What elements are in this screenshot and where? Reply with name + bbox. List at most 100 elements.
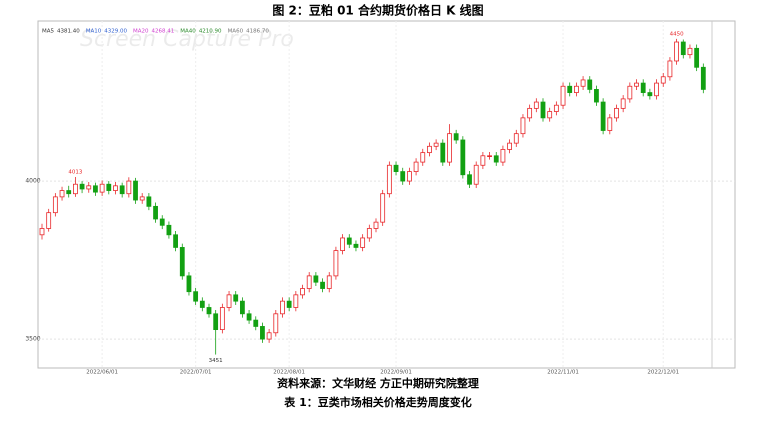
candle-body <box>440 142 446 163</box>
candle-body <box>634 82 639 87</box>
candle-body <box>380 193 386 223</box>
candle-body <box>66 190 72 195</box>
indicator-name: MA40 <box>180 29 196 35</box>
candle-body <box>93 185 98 193</box>
candle-body <box>660 76 666 84</box>
x-tick-label: 2022/07/01 <box>180 370 212 376</box>
candle-body <box>113 185 118 191</box>
candle-body <box>427 145 432 154</box>
x-tick-label: 2022/08/01 <box>273 370 305 376</box>
candle-body <box>193 291 199 302</box>
candle-body <box>680 41 686 56</box>
candle-body <box>139 196 145 201</box>
chart-frame <box>37 20 736 369</box>
candle-body <box>447 133 452 163</box>
candle-body <box>73 183 78 195</box>
candle-body <box>627 85 633 100</box>
candle-body <box>620 98 626 109</box>
price-annotation: 4013 <box>68 169 82 175</box>
y-tick-label: 4000 <box>25 178 40 185</box>
x-tick-label: 2022/12/01 <box>647 370 679 376</box>
candle-body <box>687 47 693 56</box>
candle-body <box>119 185 125 195</box>
candle-body <box>467 174 472 185</box>
candle-body <box>46 212 52 229</box>
candle-body <box>346 237 352 245</box>
candle-body <box>487 155 492 157</box>
candle-body <box>393 164 399 172</box>
indicator-name: MA5 <box>42 29 55 35</box>
candle-body <box>700 66 706 90</box>
indicator-name: MA10 <box>86 29 102 35</box>
candle-body <box>674 41 679 62</box>
price-annotation: 4450 <box>670 31 684 37</box>
figure-title: 图 2：豆粕 01 合约期货价格日 K 线图 <box>272 3 483 18</box>
table-caption: 表 1：豆类市场相关价格走势周度变化 <box>283 395 471 409</box>
candle-body <box>39 228 45 236</box>
candle-body <box>340 237 346 251</box>
candle-body <box>199 300 205 308</box>
candle-body <box>213 313 219 331</box>
candle-body <box>52 196 58 214</box>
candle-body <box>500 149 506 163</box>
candle-body <box>99 183 105 193</box>
candle-body <box>273 313 279 334</box>
indicator-value: 4186.70 <box>246 29 269 35</box>
candle-body <box>640 82 646 93</box>
candle-body <box>159 218 165 226</box>
candle-body <box>413 161 419 172</box>
candle-body <box>186 275 192 293</box>
candle-body <box>607 117 613 131</box>
indicator-name: MA20 <box>133 29 149 35</box>
candle-body <box>360 237 366 248</box>
candle-body <box>266 332 272 340</box>
candle-body <box>226 294 232 308</box>
candle-body <box>533 101 539 109</box>
candle-body <box>453 133 459 141</box>
candle-body <box>480 155 486 166</box>
candle-body <box>166 224 172 236</box>
candle-body <box>600 101 606 131</box>
candle-body <box>493 155 499 163</box>
candle-body <box>246 313 252 321</box>
candle-body <box>667 60 673 78</box>
candle-body <box>694 47 700 68</box>
x-tick-label: 2022/11/01 <box>547 370 579 376</box>
candle-body <box>233 294 239 302</box>
candle-body <box>420 152 426 163</box>
candle-body <box>594 89 599 103</box>
candle-body <box>280 300 285 315</box>
candle-body <box>460 139 466 176</box>
candle-body <box>553 104 559 112</box>
candle-body <box>386 164 392 195</box>
candle-body <box>300 288 305 296</box>
candle-body <box>126 180 132 195</box>
watermark: Screen Capture Pro <box>80 27 294 52</box>
indicator-value: 4381.40 <box>57 29 80 35</box>
candle-body <box>647 92 653 97</box>
candle-body <box>614 107 619 119</box>
candle-body <box>326 275 332 289</box>
candle-body <box>179 247 185 277</box>
candle-body <box>574 85 579 93</box>
candle-body <box>86 185 92 190</box>
candle-body <box>353 243 359 248</box>
candle-body <box>513 133 519 144</box>
candle-body <box>59 190 65 198</box>
candle-body <box>333 250 339 277</box>
indicator-value: 4329.00 <box>104 29 127 35</box>
price-annotation: 3451 <box>209 358 223 364</box>
candle-body <box>366 228 372 239</box>
candle-body <box>406 171 412 182</box>
candle-body <box>587 79 593 90</box>
candle-body <box>654 82 659 97</box>
indicator-name: MA60 <box>228 29 244 35</box>
candle-body <box>567 85 573 93</box>
source-note: 资料来源：文华财经 方正中期研究院整理 <box>277 376 479 390</box>
candle-body <box>153 205 158 220</box>
candle-body <box>507 142 513 150</box>
candle-body <box>433 142 439 147</box>
x-tick-label: 2022/09/01 <box>380 370 412 376</box>
